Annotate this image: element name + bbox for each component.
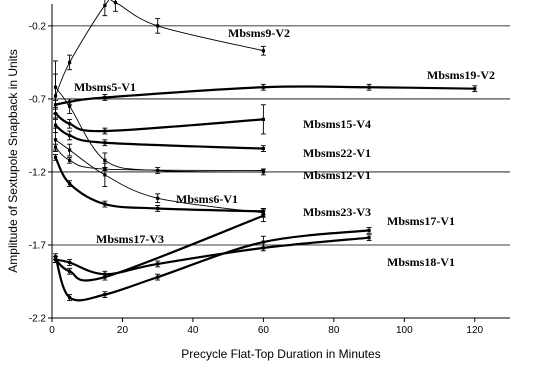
data-point xyxy=(261,85,265,89)
series-line-mbsms17-v3 xyxy=(54,214,265,282)
data-point xyxy=(68,60,72,65)
data-point xyxy=(68,104,72,108)
series-group xyxy=(53,0,478,302)
series-label-mbsms22-v1: Mbsms22-V1 xyxy=(303,146,371,160)
data-point xyxy=(156,196,160,200)
data-point xyxy=(367,85,371,89)
data-point xyxy=(473,87,477,91)
series-mbsms17-v1 xyxy=(53,234,372,278)
data-point xyxy=(68,260,72,265)
data-point xyxy=(261,240,265,244)
data-point xyxy=(367,228,371,232)
data-point xyxy=(156,206,160,211)
data-point xyxy=(68,158,72,162)
x-tick-label: 40 xyxy=(187,325,199,336)
data-point xyxy=(68,182,72,186)
series-line-mbsms23-v3 xyxy=(54,156,265,213)
data-point xyxy=(53,123,58,127)
series-label-mbsms15-v4: Mbsms15-V4 xyxy=(303,117,371,131)
x-axis-title: Precycle Flat-Top Duration in Minutes xyxy=(181,347,380,361)
data-point xyxy=(103,293,107,297)
data-point xyxy=(261,168,265,173)
series-line-mbsms6-v1 xyxy=(55,139,264,214)
x-tick-label: 120 xyxy=(466,325,483,336)
data-point xyxy=(261,146,265,151)
series-mbsms18-v1 xyxy=(53,227,372,302)
gridlines xyxy=(52,25,510,246)
data-point xyxy=(367,236,371,240)
x-tick-label: 100 xyxy=(396,325,413,336)
y-tick-label: -2.2 xyxy=(29,314,47,325)
data-point xyxy=(103,158,107,162)
series-line-mbsms15-v4 xyxy=(54,112,265,133)
data-point xyxy=(261,49,265,53)
x-tick-label: 20 xyxy=(117,325,129,336)
x-tick-labels: 0 20 40 60 80 100 120 xyxy=(49,318,484,336)
data-point xyxy=(103,95,107,100)
series-mbsms23-v3 xyxy=(53,153,266,215)
series-labels: Mbsms9-V2 Mbsms19-V2 Mbsms5-V1 Mbsms15-V4 Mb… xyxy=(74,26,495,269)
series-label-mbsms19-v2: Mbsms19-V2 xyxy=(427,68,495,82)
data-point xyxy=(103,3,107,8)
series-line-mbsms22-v1 xyxy=(54,124,265,150)
data-point xyxy=(68,133,72,138)
y-tick-label: -0.2 xyxy=(29,21,47,32)
data-point xyxy=(53,111,58,116)
axes xyxy=(51,4,510,319)
data-point xyxy=(53,85,58,89)
series-label-mbsms17-v1: Mbsms17-V1 xyxy=(387,214,455,228)
data-point xyxy=(103,272,107,276)
y-tick-label: -0.7 xyxy=(29,94,47,105)
data-point xyxy=(113,0,118,5)
y-tick-label: -1.2 xyxy=(29,167,47,178)
series-mbsms22-v1 xyxy=(53,117,266,152)
y-axis-title: Amplitude of Sextupole Snapback in Units xyxy=(6,49,20,272)
data-point xyxy=(68,122,72,126)
data-point xyxy=(68,269,72,273)
y-tick-labels: -0.2 -0.7 -1.2 -1.7 -2.2 xyxy=(29,21,52,325)
data-point xyxy=(156,275,160,279)
data-point xyxy=(103,141,107,145)
data-point xyxy=(156,24,160,28)
x-tick-label: 0 xyxy=(49,325,55,336)
data-point xyxy=(68,295,72,300)
x-tick-label: 60 xyxy=(258,325,270,336)
series-label-mbsms12-v1: Mbsms12-V1 xyxy=(303,168,371,182)
series-mbsms15-v4 xyxy=(53,104,266,135)
series-mbsms5-v1 xyxy=(53,60,266,176)
series-line-mbsms12-v1 xyxy=(55,146,264,171)
data-point xyxy=(68,148,72,152)
y-tick-label: -1.7 xyxy=(29,240,47,251)
series-label-mbsms5-v1: Mbsms5-V1 xyxy=(74,80,136,94)
series-label-mbsms9-v2: Mbsms9-V2 xyxy=(228,26,290,40)
data-point xyxy=(103,202,107,206)
data-point xyxy=(53,138,58,142)
series-label-mbsms6-v1: Mbsms6-V1 xyxy=(176,192,238,206)
data-point xyxy=(53,255,58,259)
data-point xyxy=(103,129,107,133)
series-label-mbsms18-v1: Mbsms18-V1 xyxy=(387,255,455,269)
series-label-mbsms17-v3: Mbsms17-V3 xyxy=(96,232,164,246)
data-point xyxy=(156,262,160,266)
data-point xyxy=(261,214,265,218)
data-point xyxy=(261,117,265,121)
series-label-mbsms23-v3: Mbsms23-V3 xyxy=(303,205,371,219)
x-tick-label: 80 xyxy=(328,325,340,336)
data-point xyxy=(103,173,107,177)
data-point xyxy=(53,155,58,159)
